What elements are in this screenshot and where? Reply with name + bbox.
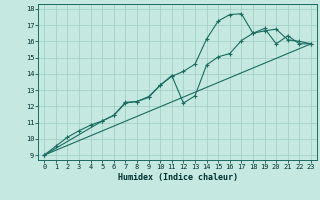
X-axis label: Humidex (Indice chaleur): Humidex (Indice chaleur) xyxy=(118,173,238,182)
